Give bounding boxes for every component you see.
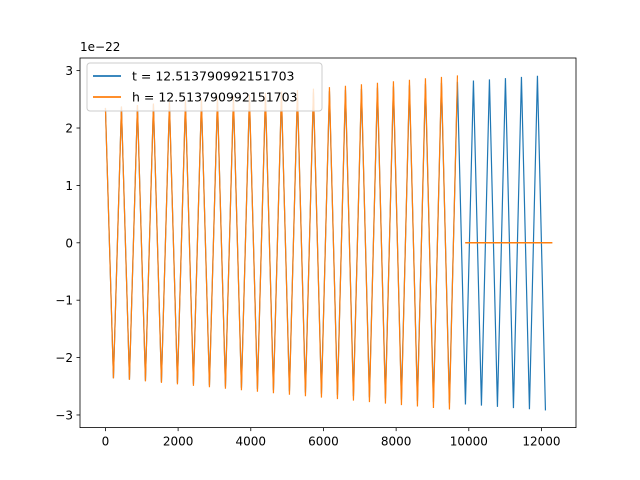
- y-axis: −3 −2 −1 0 1 2 3: [55, 64, 80, 422]
- legend-label-1: t = 12.513790992151703: [132, 69, 295, 84]
- x-tick-label: 6000: [308, 435, 339, 449]
- y-tick-label: 3: [65, 64, 73, 78]
- x-tick-label: 12000: [522, 435, 560, 449]
- legend: t = 12.513790992151703 h = 12.51379099215…: [86, 62, 323, 112]
- legend-box: [86, 62, 323, 112]
- y-tick-label: 2: [65, 122, 73, 136]
- y-tick-label: 1: [65, 179, 73, 193]
- y-tick-label: 0: [65, 236, 73, 250]
- x-tick-label: 2000: [163, 435, 194, 449]
- y-tick-label: −2: [55, 351, 73, 365]
- y-offset-label: 1e−22: [80, 40, 120, 54]
- x-tick-label: 0: [102, 435, 110, 449]
- y-tick-label: −3: [55, 408, 73, 422]
- x-axis: 0 2000 4000 6000 8000 10000 12000: [102, 427, 561, 449]
- y-tick-label: −1: [55, 294, 73, 308]
- legend-label-2: h = 12.513790992151703: [132, 90, 298, 105]
- x-tick-label: 10000: [450, 435, 488, 449]
- x-tick-label: 8000: [381, 435, 412, 449]
- x-tick-label: 4000: [236, 435, 267, 449]
